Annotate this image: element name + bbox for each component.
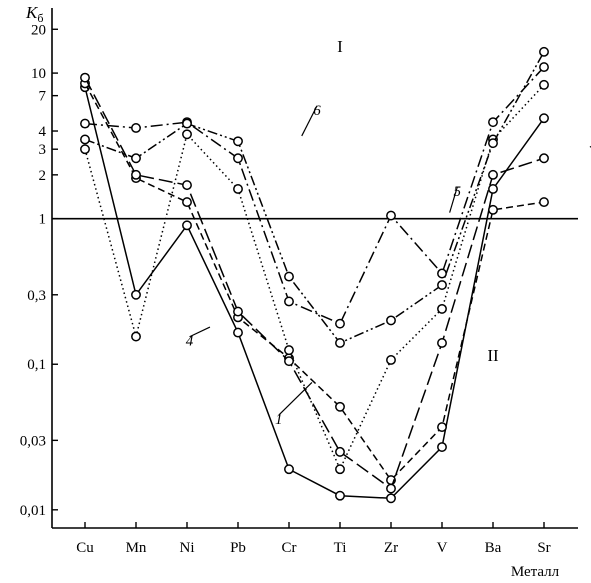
curve-label-leader-4 xyxy=(189,326,211,338)
series-5-point-3 xyxy=(233,153,243,164)
series-4-point-9 xyxy=(539,79,549,90)
x-tick-label-ba: Ba xyxy=(485,540,502,556)
series-5-point-4 xyxy=(284,296,294,307)
series-3-line xyxy=(84,77,545,490)
series-5-point-7 xyxy=(437,268,447,279)
series-5-point-8 xyxy=(488,117,498,128)
series-3-point-5 xyxy=(335,446,345,457)
y-tick-label-9: 10 xyxy=(31,66,46,82)
curve-label-4: 4 xyxy=(186,334,194,350)
series-2-point-9 xyxy=(539,197,549,208)
series-layer xyxy=(80,46,549,504)
series-6-point-1 xyxy=(131,153,141,164)
series-6-point-8 xyxy=(488,138,498,149)
series-4-point-1 xyxy=(131,331,141,342)
series-3-point-2 xyxy=(182,180,192,191)
series-4-point-2 xyxy=(182,129,192,140)
series-3-point-9 xyxy=(539,153,549,164)
series-4-point-7 xyxy=(437,303,447,314)
series-5-point-1 xyxy=(131,122,141,133)
series-2-point-7 xyxy=(437,422,447,433)
series-3-point-6 xyxy=(386,483,396,494)
labels-layer: III123456 xyxy=(186,37,591,428)
y-axis-label-sub: б xyxy=(37,11,43,25)
series-6-point-4 xyxy=(284,271,294,282)
region-label-2: II xyxy=(487,346,499,365)
series-3-point-1 xyxy=(131,169,141,180)
x-tick-label-ni: Ni xyxy=(180,540,195,556)
y-tick-label-2: 0,1 xyxy=(27,357,46,373)
curve-label-leader-1 xyxy=(278,381,313,416)
curve-label-leader-6 xyxy=(301,105,318,137)
series-4-point-6 xyxy=(386,355,396,365)
series-5-point-9 xyxy=(539,62,549,73)
y-tick-label-8: 7 xyxy=(39,89,47,105)
series-1-point-2 xyxy=(182,220,192,231)
series-1-point-9 xyxy=(539,113,549,124)
series-3-point-7 xyxy=(437,338,447,348)
series-2-point-8 xyxy=(488,204,498,215)
series-2-line xyxy=(84,83,545,482)
series-4-point-5 xyxy=(335,464,345,475)
x-tick-label-zr: Zr xyxy=(384,540,398,556)
series-5-point-0 xyxy=(80,118,90,129)
series-1-point-3 xyxy=(233,327,243,338)
axes: 0,01 0,03 0,1 0,3 1 2 3 4 7 10 20 Cu Mn Ni Pb Cr Ti Zr V Ba… xyxy=(20,8,578,556)
y-axis-label: Kб xyxy=(25,3,43,25)
x-tick-label-sr: Sr xyxy=(537,540,550,556)
series-6-point-3 xyxy=(233,136,243,147)
y-tick-label-3: 0,3 xyxy=(27,288,46,304)
curve-label-6: 6 xyxy=(313,103,321,119)
y-axis-label-main: K xyxy=(25,3,39,22)
series-6-point-0 xyxy=(80,134,90,145)
y-tick-label-5: 2 xyxy=(39,168,47,184)
series-5-point-6 xyxy=(386,210,396,221)
y-tick-label-4: 1 xyxy=(39,212,47,228)
series-2-point-5 xyxy=(335,401,345,412)
series-1-point-4 xyxy=(284,464,294,475)
curve-label-leader-5 xyxy=(449,186,458,213)
series-1-point-8 xyxy=(488,184,498,194)
x-tick-label-pb: Pb xyxy=(230,540,246,556)
y-tick-label-0: 0,01 xyxy=(20,503,46,519)
curve-label-1: 1 xyxy=(275,412,283,428)
series-4-point-0 xyxy=(80,144,90,155)
x-tick-label-mn: Mn xyxy=(126,540,147,556)
x-tick-label-cr: Cr xyxy=(282,540,297,556)
series-1-point-1 xyxy=(131,289,141,300)
series-5-line xyxy=(84,66,545,325)
x-axis-label: Металл xyxy=(511,564,560,580)
series-5-point-5 xyxy=(335,318,345,329)
y-tick-label-7: 4 xyxy=(39,124,47,140)
series-2-point-2 xyxy=(182,197,192,208)
y-tick-label-1: 0,03 xyxy=(20,433,46,449)
x-tick-label-ti: Ti xyxy=(334,540,347,556)
series-1-point-6 xyxy=(386,493,396,504)
curve-label-5: 5 xyxy=(454,184,462,200)
series-6-point-9 xyxy=(539,46,549,57)
series-4-point-4 xyxy=(284,345,294,356)
series-4-point-3 xyxy=(233,184,243,194)
series-4-line xyxy=(84,84,545,472)
series-6-point-2 xyxy=(182,118,192,129)
x-tick-label-v: V xyxy=(437,540,448,556)
series-3-point-4 xyxy=(284,356,294,367)
series-3-point-8 xyxy=(488,169,498,180)
y-tick-label-10: 20 xyxy=(31,22,46,38)
region-label-1: I xyxy=(337,37,343,56)
series-1-point-7 xyxy=(437,442,447,452)
series-6-point-7 xyxy=(437,280,447,290)
series-1-line xyxy=(84,87,545,500)
series-6-point-6 xyxy=(386,315,396,326)
series-3-point-0 xyxy=(80,72,90,83)
series-1-point-5 xyxy=(335,490,345,501)
series-6-point-5 xyxy=(335,338,345,348)
x-tick-label-cu: Cu xyxy=(76,540,94,556)
y-tick-label-6: 3 xyxy=(39,142,47,158)
series-3-point-3 xyxy=(233,306,243,317)
